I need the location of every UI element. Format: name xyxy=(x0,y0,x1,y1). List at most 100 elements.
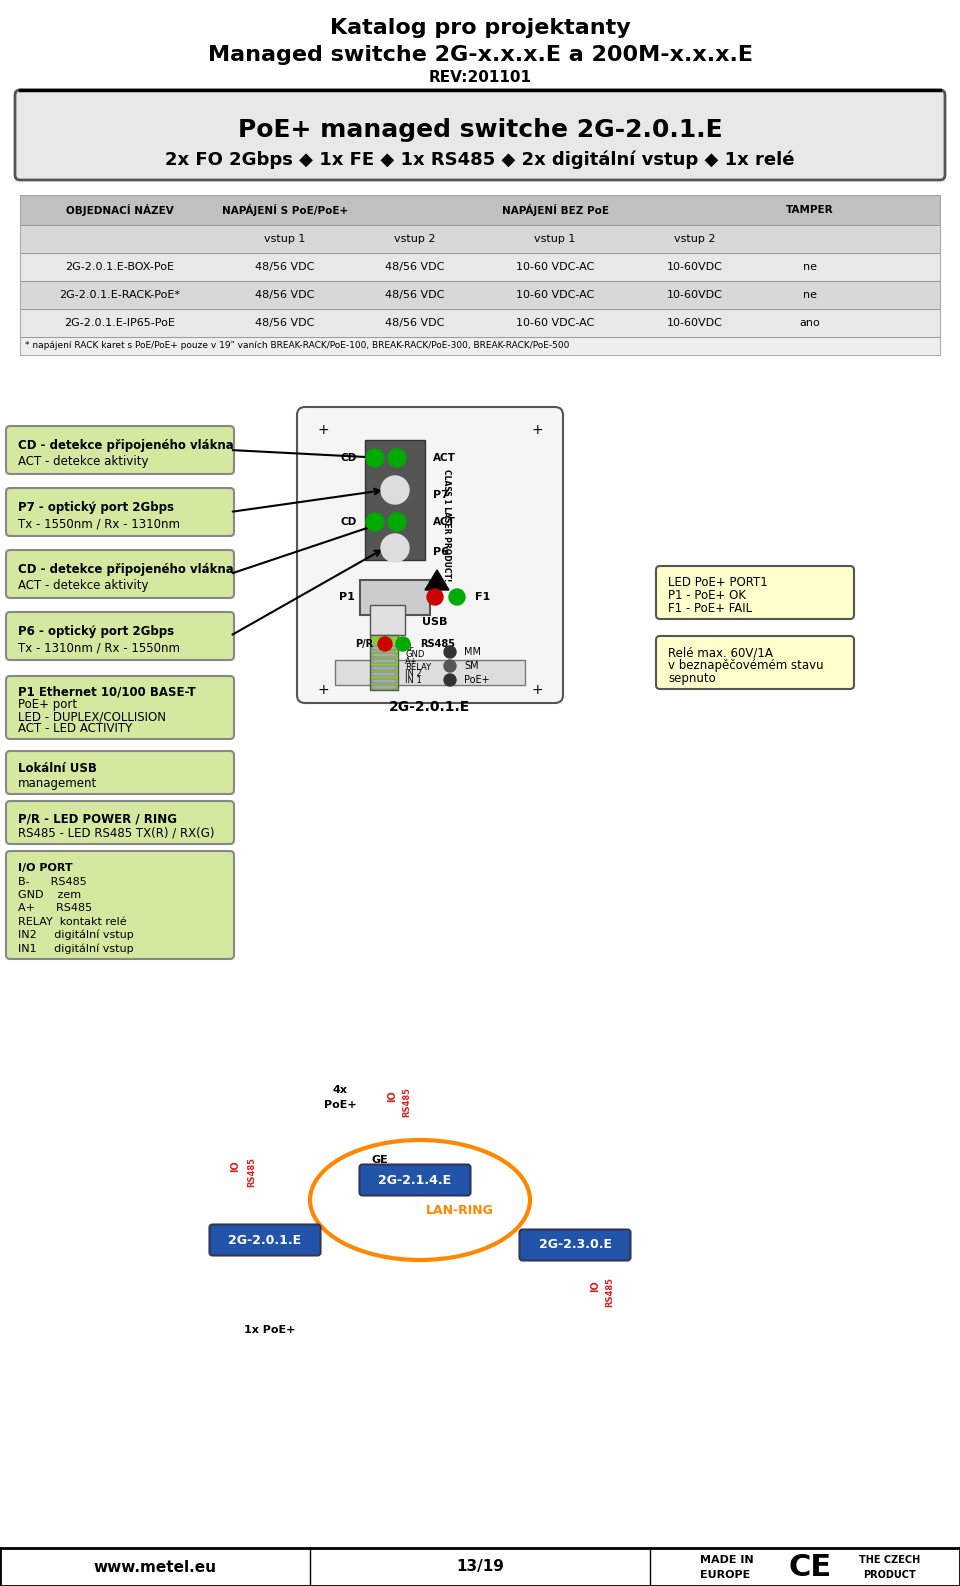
Text: vstup 1: vstup 1 xyxy=(264,235,305,244)
Text: PoE+ port: PoE+ port xyxy=(18,698,77,711)
Text: PoE+: PoE+ xyxy=(324,1101,356,1110)
Bar xyxy=(20,195,940,225)
Circle shape xyxy=(444,674,456,687)
Bar xyxy=(370,604,405,634)
Circle shape xyxy=(381,476,409,504)
FancyBboxPatch shape xyxy=(6,427,234,474)
Text: I/O PORT: I/O PORT xyxy=(18,863,73,874)
Text: P1 Ethernet 10/100 BASE-T: P1 Ethernet 10/100 BASE-T xyxy=(18,685,196,699)
Text: 2G-2.0.1.E: 2G-2.0.1.E xyxy=(390,699,470,714)
Text: 2G-2.0.1.E-RACK-PoE*: 2G-2.0.1.E-RACK-PoE* xyxy=(60,290,180,300)
Text: 10-60 VDC-AC: 10-60 VDC-AC xyxy=(516,319,594,328)
Circle shape xyxy=(388,512,406,531)
Text: 10-60VDC: 10-60VDC xyxy=(667,262,723,273)
Text: PoE+: PoE+ xyxy=(464,676,490,685)
Text: 48/56 VDC: 48/56 VDC xyxy=(385,290,444,300)
Bar xyxy=(365,439,425,560)
Bar xyxy=(370,634,398,690)
Bar xyxy=(20,336,940,355)
Text: REV:201101: REV:201101 xyxy=(428,70,532,86)
Text: THE CZECH: THE CZECH xyxy=(859,1554,921,1565)
Text: RS485 - LED RS485 TX(R) / RX(G): RS485 - LED RS485 TX(R) / RX(G) xyxy=(18,826,214,839)
Text: vstup 2: vstup 2 xyxy=(395,235,436,244)
Text: CD - detekce připojeného vlákna: CD - detekce připojeného vlákna xyxy=(18,563,233,576)
Text: 48/56 VDC: 48/56 VDC xyxy=(255,319,315,328)
Bar xyxy=(372,685,396,688)
Text: ne: ne xyxy=(803,290,817,300)
Bar xyxy=(20,254,940,281)
Text: ACT: ACT xyxy=(433,517,456,527)
Circle shape xyxy=(396,638,410,650)
FancyBboxPatch shape xyxy=(359,1164,470,1196)
Text: B-      RS485: B- RS485 xyxy=(18,877,86,887)
Text: CLASS 1 LASER PRODUCT!: CLASS 1 LASER PRODUCT! xyxy=(443,469,451,580)
Text: Relé max. 60V/1A: Relé max. 60V/1A xyxy=(668,647,773,660)
Text: RELAY  kontakt relé: RELAY kontakt relé xyxy=(18,917,127,926)
Text: EUROPE: EUROPE xyxy=(700,1570,751,1580)
Circle shape xyxy=(378,638,392,650)
Text: 2G-2.1.4.E: 2G-2.1.4.E xyxy=(378,1174,451,1186)
Bar xyxy=(372,660,396,663)
Text: MADE IN: MADE IN xyxy=(700,1554,754,1565)
Text: 4x: 4x xyxy=(332,1085,348,1094)
Bar xyxy=(372,646,396,650)
Polygon shape xyxy=(425,569,449,590)
Text: 1x PoE+: 1x PoE+ xyxy=(244,1324,296,1335)
Text: RELAY: RELAY xyxy=(405,663,431,672)
FancyBboxPatch shape xyxy=(6,612,234,660)
Text: SM: SM xyxy=(464,661,479,671)
Bar xyxy=(372,652,396,657)
FancyBboxPatch shape xyxy=(6,752,234,795)
Bar xyxy=(20,281,940,309)
Text: P6: P6 xyxy=(433,547,449,557)
Text: IO: IO xyxy=(590,1280,600,1293)
Text: 2G-2.0.1.E: 2G-2.0.1.E xyxy=(228,1234,301,1247)
Text: v beznapěčovémém stavu: v beznapěčovémém stavu xyxy=(668,660,824,672)
Text: CD - detekce připojeného vlákna: CD - detekce připojeného vlákna xyxy=(18,439,233,452)
FancyBboxPatch shape xyxy=(15,90,945,179)
Text: 2x FO 2Gbps ◆ 1x FE ◆ 1x RS485 ◆ 2x digitální vstup ◆ 1x relé: 2x FO 2Gbps ◆ 1x FE ◆ 1x RS485 ◆ 2x digi… xyxy=(165,151,795,170)
FancyBboxPatch shape xyxy=(6,488,234,536)
Text: CD: CD xyxy=(341,454,357,463)
Text: ano: ano xyxy=(800,319,821,328)
Text: RS485: RS485 xyxy=(420,639,455,649)
Text: management: management xyxy=(18,777,97,790)
Text: IN 1: IN 1 xyxy=(405,676,421,685)
Text: CD: CD xyxy=(341,517,357,527)
Text: www.metel.eu: www.metel.eu xyxy=(93,1559,217,1575)
Text: 2G-2.0.1.E-BOX-PoE: 2G-2.0.1.E-BOX-PoE xyxy=(65,262,175,273)
FancyBboxPatch shape xyxy=(6,801,234,844)
FancyBboxPatch shape xyxy=(6,852,234,960)
Bar xyxy=(372,666,396,669)
Text: F1 - PoE+ FAIL: F1 - PoE+ FAIL xyxy=(668,603,752,615)
Text: 2G-2.0.1.E-IP65-PoE: 2G-2.0.1.E-IP65-PoE xyxy=(64,319,176,328)
Text: IN1     digitální vstup: IN1 digitální vstup xyxy=(18,944,133,953)
Text: Managed switche 2G-x.x.x.E a 200M-x.x.x.E: Managed switche 2G-x.x.x.E a 200M-x.x.x.… xyxy=(207,44,753,65)
Text: !: ! xyxy=(435,579,439,588)
Text: +: + xyxy=(531,423,542,438)
Circle shape xyxy=(366,512,384,531)
Text: CE: CE xyxy=(788,1553,831,1581)
Text: 10-60VDC: 10-60VDC xyxy=(667,319,723,328)
Circle shape xyxy=(388,449,406,466)
Bar xyxy=(360,580,430,615)
Text: IO: IO xyxy=(387,1090,397,1102)
Text: A+      RS485: A+ RS485 xyxy=(18,904,92,914)
Text: 10-60 VDC-AC: 10-60 VDC-AC xyxy=(516,262,594,273)
Text: * napájení RACK karet s PoE/PoE+ pouze v 19" vaních BREAK-RACK/PoE-100, BREAK-RA: * napájení RACK karet s PoE/PoE+ pouze v… xyxy=(25,341,569,351)
Text: P1 - PoE+ OK: P1 - PoE+ OK xyxy=(668,590,746,603)
Text: F1: F1 xyxy=(475,592,491,603)
FancyBboxPatch shape xyxy=(656,566,854,619)
Text: 48/56 VDC: 48/56 VDC xyxy=(255,262,315,273)
Text: +: + xyxy=(531,684,542,696)
Text: NAPÁJENÍ S PoE/PoE+: NAPÁJENÍ S PoE/PoE+ xyxy=(222,205,348,216)
Text: Tx - 1310nm / Rx - 1550nm: Tx - 1310nm / Rx - 1550nm xyxy=(18,641,180,655)
Text: PoE+ managed switche 2G-2.0.1.E: PoE+ managed switche 2G-2.0.1.E xyxy=(238,117,722,143)
Text: TAMPER: TAMPER xyxy=(786,205,834,216)
Bar xyxy=(372,679,396,682)
Text: sepnuto: sepnuto xyxy=(668,672,716,685)
Text: +: + xyxy=(317,684,329,696)
Text: RS485: RS485 xyxy=(247,1158,256,1186)
Text: Lokální USB: Lokální USB xyxy=(18,763,97,776)
FancyBboxPatch shape xyxy=(6,550,234,598)
